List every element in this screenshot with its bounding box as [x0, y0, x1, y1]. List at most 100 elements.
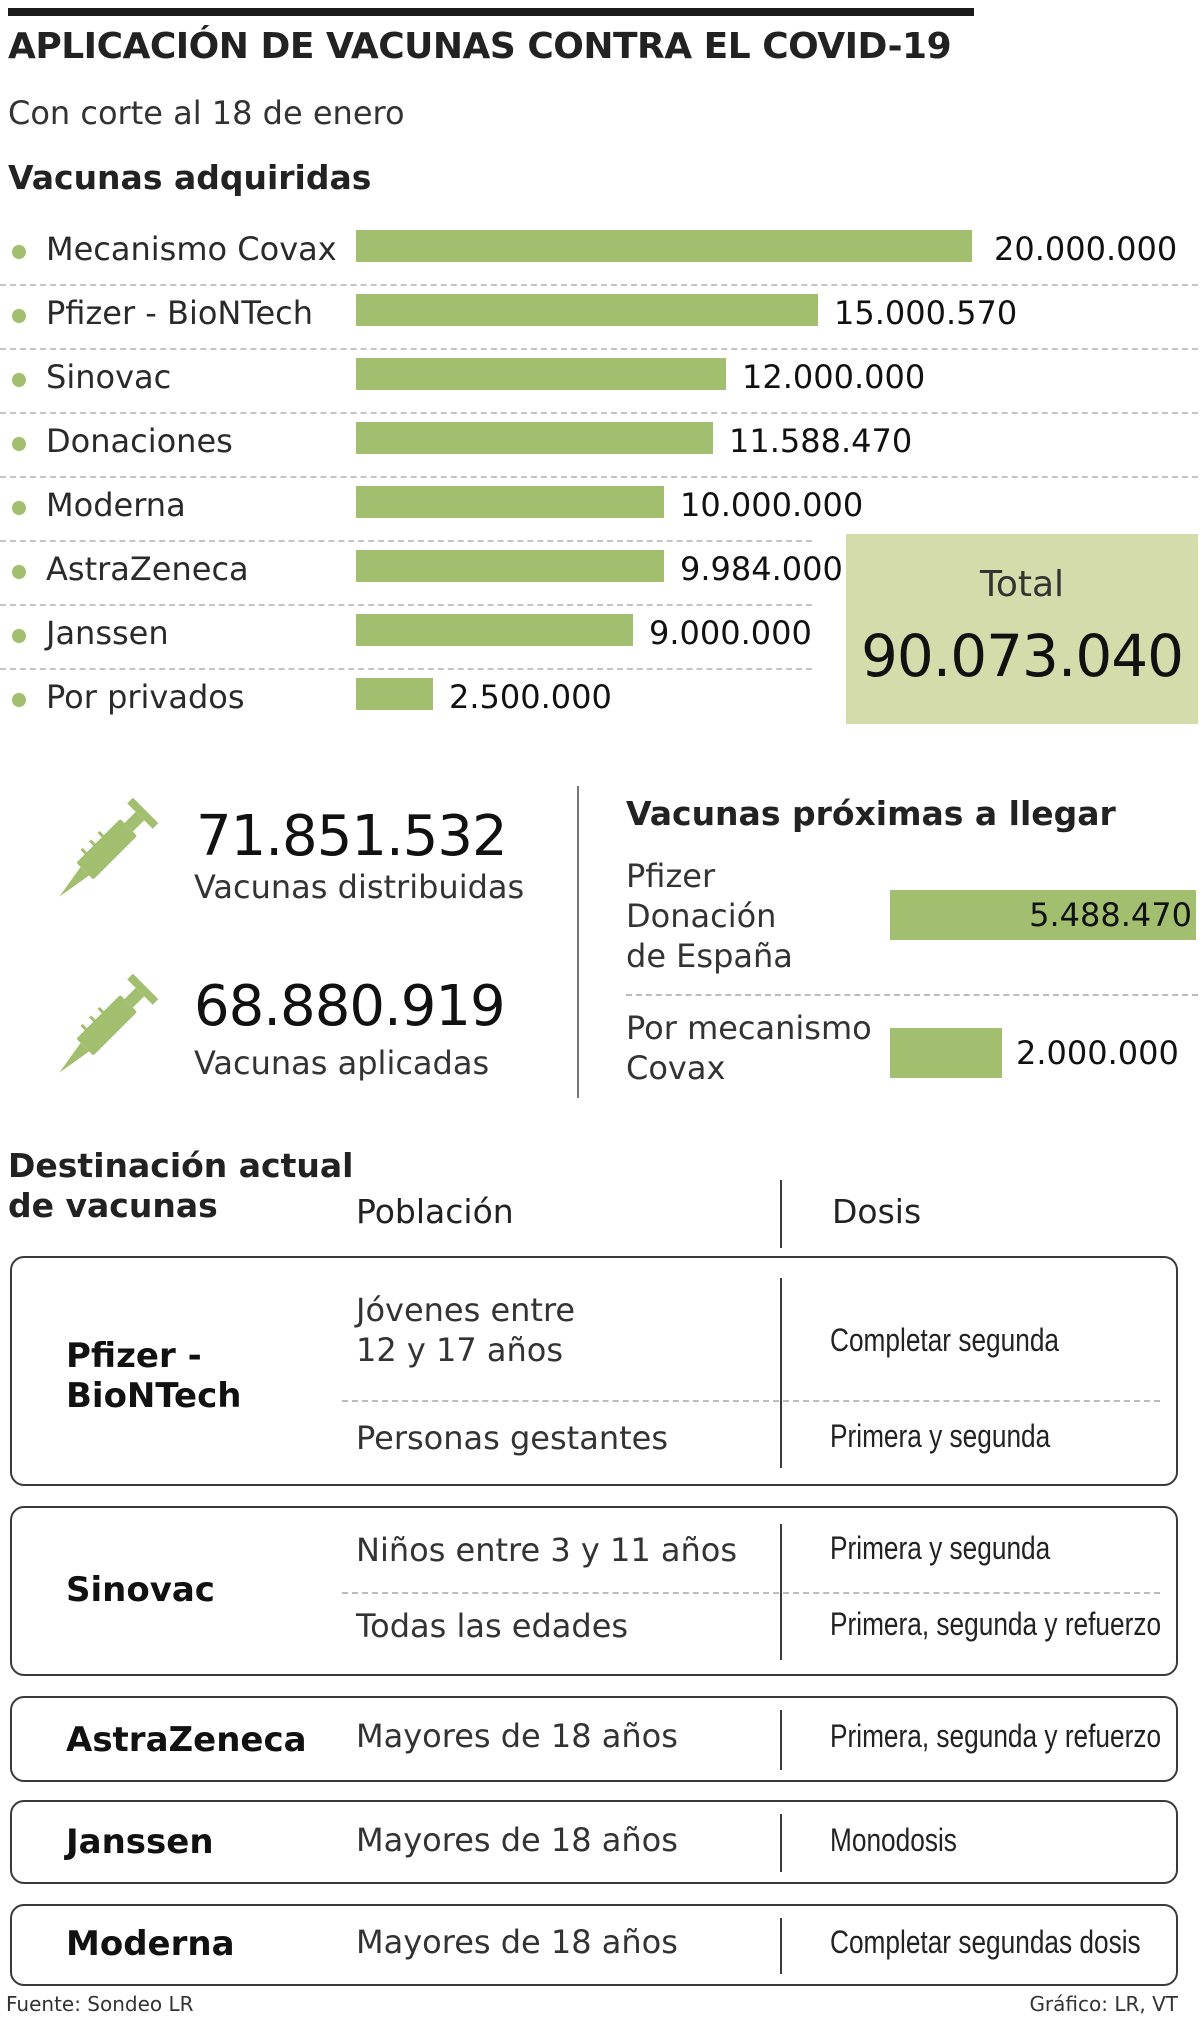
table-row: Pfizer - BioNTech Jóvenes entre 12 y 17 … — [10, 1256, 1178, 1486]
row-separator — [0, 476, 1198, 478]
upcoming-bar — [890, 890, 1196, 940]
bullet-icon — [12, 629, 26, 643]
category-label: Moderna — [46, 486, 186, 524]
header-divider — [780, 1180, 782, 1248]
acquired-chart: Mecanismo Covax 20.000.000 Pfizer - BioNTe… — [0, 218, 1200, 738]
upcoming-label: Pfizer Donación de España — [626, 856, 793, 976]
distributed-value: 71.851.532 — [196, 804, 508, 869]
dose-cell: Primera y segunda — [830, 1418, 1051, 1454]
bar-row: Sinovac 12.000.000 — [0, 346, 1200, 410]
upcoming-value: 5.488.470 — [1029, 896, 1192, 934]
total-label: Total — [979, 564, 1065, 605]
row-separator — [342, 1592, 1160, 1594]
category-label: Mecanismo Covax — [46, 230, 337, 268]
upcoming-label-line: Donación — [626, 897, 777, 935]
category-label: Por privados — [46, 678, 245, 716]
upcoming-bar — [890, 1028, 1002, 1078]
vaccine-name: AstraZeneca — [66, 1720, 307, 1760]
applied-label: Vacunas aplicadas — [194, 1044, 490, 1082]
bar-row: Pfizer - BioNTech 15.000.570 — [0, 282, 1200, 346]
bullet-icon — [12, 437, 26, 451]
bullet-icon — [12, 373, 26, 387]
top-rule — [8, 8, 974, 16]
upcoming-label-line: Por mecanismo — [626, 1009, 872, 1047]
vaccine-name: Sinovac — [66, 1570, 215, 1610]
bullet-icon — [12, 693, 26, 707]
column-divider — [780, 1524, 782, 1660]
row-separator — [0, 348, 1198, 350]
dose-cell: Primera y segunda — [830, 1530, 1051, 1566]
bar — [356, 294, 818, 326]
destination-heading-line: Destinación actual — [8, 1146, 354, 1185]
source-note: Fuente: Sondeo LR — [6, 1992, 194, 2016]
vaccine-name-line: BioNTech — [66, 1376, 242, 1416]
bar — [356, 614, 633, 646]
bar-row: Por privados 2.500.000 — [0, 666, 1200, 730]
population-cell: Todas las edades — [356, 1607, 629, 1645]
dose-cell: Primera, segunda y refuerzo — [830, 1606, 1162, 1642]
destination-heading: Destinación actual de vacunas — [8, 1146, 353, 1226]
dose-cell: Completar segunda — [830, 1322, 1060, 1358]
distributed-label: Vacunas distribuidas — [194, 868, 525, 906]
credit-note: Gráfico: LR, VT — [1029, 1992, 1178, 2016]
row-separator — [0, 668, 812, 670]
vaccine-name: Moderna — [66, 1924, 235, 1964]
population-cell: Mayores de 18 años — [356, 1923, 678, 1961]
bullet-icon — [12, 501, 26, 515]
total-value: 90.073.040 — [860, 622, 1184, 690]
population-cell: Niños entre 3 y 11 años — [356, 1531, 738, 1569]
vaccine-name: Janssen — [66, 1822, 214, 1862]
population-column-header: Población — [356, 1192, 514, 1231]
column-divider — [780, 1918, 782, 1974]
population-cell: Mayores de 18 años — [356, 1717, 678, 1755]
value-label: 20.000.000 — [994, 230, 1178, 268]
destination-heading-line: de vacunas — [8, 1186, 218, 1225]
bar — [356, 358, 726, 390]
bar — [356, 230, 972, 262]
category-label: Sinovac — [46, 358, 172, 396]
page-title: APLICACIÓN DE VACUNAS CONTRA EL COVID-19 — [8, 26, 952, 67]
upcoming-label-line: Covax — [626, 1049, 726, 1087]
value-label: 12.000.000 — [742, 358, 926, 396]
column-divider — [780, 1710, 782, 1770]
stats-divider — [577, 786, 579, 1098]
upcoming-label: Por mecanismo Covax — [626, 1008, 872, 1088]
population-cell: Personas gestantes — [356, 1419, 668, 1457]
row-separator — [0, 604, 812, 606]
row-separator — [342, 1400, 1160, 1402]
vaccine-name-line: Pfizer - — [66, 1336, 202, 1376]
bar — [356, 422, 713, 454]
population-line: Jóvenes entre — [356, 1291, 576, 1329]
bar — [356, 486, 664, 518]
upcoming-label-line: Pfizer — [626, 857, 716, 895]
population-line: 12 y 17 años — [356, 1331, 564, 1369]
acquired-heading: Vacunas adquiridas — [8, 158, 372, 197]
dose-cell: Completar segundas dosis — [830, 1924, 1141, 1960]
value-label: 9.984.000 — [680, 550, 843, 588]
upcoming-value: 2.000.000 — [1016, 1034, 1179, 1072]
syringe-icon — [59, 973, 159, 1073]
row-separator — [0, 540, 812, 542]
syringe-icon — [59, 797, 159, 897]
total-box: Total 90.073.040 — [846, 534, 1198, 724]
dose-cell: Monodosis — [830, 1822, 957, 1858]
bar-row: AstraZeneca 9.984.000 — [0, 538, 1200, 602]
table-row: AstraZeneca Mayores de 18 años Primera, … — [10, 1696, 1178, 1782]
table-row: Janssen Mayores de 18 años Monodosis — [10, 1800, 1178, 1884]
page-subtitle: Con corte al 18 de enero — [8, 94, 405, 132]
value-label: 10.000.000 — [680, 486, 864, 524]
table-row: Sinovac Niños entre 3 y 11 años Primera … — [10, 1506, 1178, 1676]
bar-row: Mecanismo Covax 20.000.000 — [0, 218, 1200, 282]
doses-column-header: Dosis — [832, 1192, 922, 1231]
upcoming-separator — [626, 994, 1198, 996]
category-label: Pfizer - BioNTech — [46, 294, 314, 332]
vaccine-name: Pfizer - BioNTech — [66, 1336, 241, 1416]
column-divider — [780, 1278, 782, 1468]
value-label: 2.500.000 — [449, 678, 612, 716]
bar-row: Donaciones 11.588.470 — [0, 410, 1200, 474]
bar — [356, 678, 433, 710]
table-row: Moderna Mayores de 18 años Completar seg… — [10, 1904, 1178, 1986]
applied-value: 68.880.919 — [194, 974, 506, 1039]
row-separator — [0, 284, 1198, 286]
bullet-icon — [12, 309, 26, 323]
